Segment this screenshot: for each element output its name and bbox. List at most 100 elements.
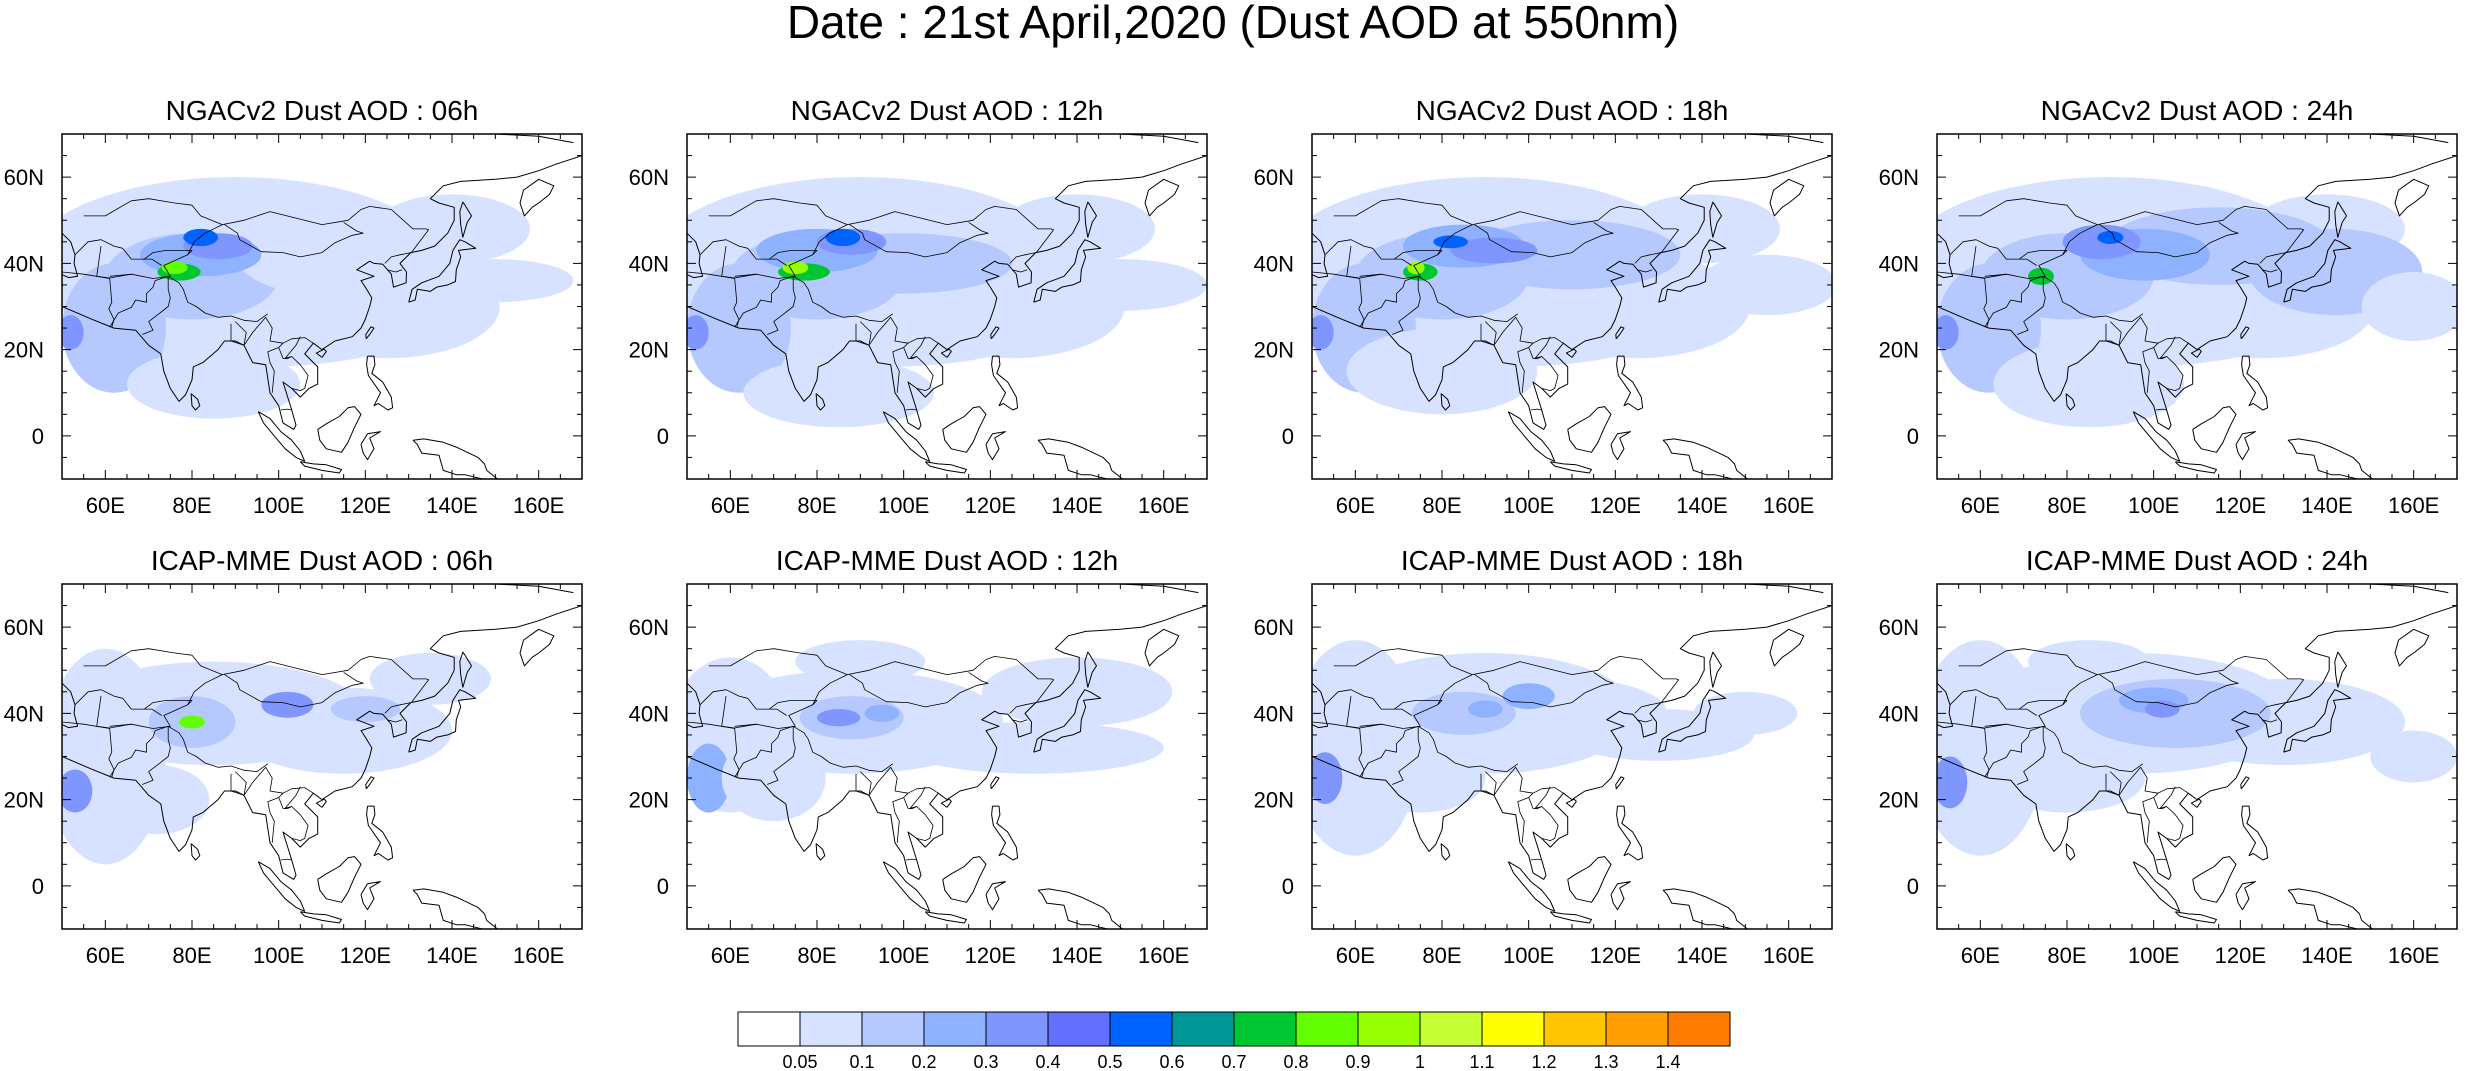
border-line: [708, 198, 848, 225]
border-line: [1359, 656, 1680, 729]
lat-tick-label: 20N: [4, 788, 44, 813]
aod-region: [1937, 315, 1959, 350]
border-line: [386, 269, 403, 273]
aod-region: [782, 261, 809, 275]
border-line: [1528, 347, 1542, 360]
border-line: [1474, 222, 1614, 258]
aod-region: [1468, 700, 1503, 718]
border-line: [384, 702, 411, 714]
coastline: [2334, 651, 2347, 688]
coastline: [190, 843, 201, 861]
coastline: [985, 881, 1006, 911]
map-plot: NGACv2 Dust AOD : 18h 60E 80E 100E 120E 140E 1…: [1254, 95, 1833, 518]
lat-tick-label: 60N: [629, 165, 669, 190]
border-line: [734, 275, 796, 335]
coastline: [1709, 201, 1722, 238]
coastline: [2065, 393, 2076, 411]
lon-tick-label: 80E: [1422, 943, 1461, 968]
lon-tick-label: 100E: [253, 493, 304, 518]
colorbar-label: 0.7: [1221, 1052, 1246, 1070]
border-line: [1958, 648, 2098, 675]
lon-tick-label: 120E: [340, 943, 391, 968]
lon-tick-label: 140E: [426, 493, 477, 518]
panel-title: ICAP-MME Dust AOD : 18h: [1401, 545, 1743, 576]
aod-region: [2361, 272, 2457, 341]
coastline: [62, 682, 79, 729]
colorbar-swatch: [1295, 1011, 1359, 1047]
coastline: [1616, 355, 1644, 411]
coastline: [317, 406, 362, 453]
border-line: [243, 766, 284, 843]
border-line: [284, 786, 309, 842]
coastline: [2190, 798, 2202, 808]
border-line: [1984, 656, 2305, 729]
border-line: [699, 689, 787, 716]
coastline: [366, 355, 394, 411]
border-line: [1474, 672, 1614, 708]
aod-region: [1697, 254, 1832, 316]
coastline: [1658, 689, 1727, 753]
coastline: [459, 201, 472, 238]
aod-region: [864, 704, 900, 722]
colorbar-swatch: [985, 1011, 1049, 1047]
colorbar-label: 0.2: [911, 1052, 936, 1070]
lon-tick-label: 140E: [1051, 493, 1102, 518]
border-line: [2099, 672, 2239, 708]
aod-region: [903, 722, 1164, 774]
aod-region: [817, 709, 861, 727]
border-line: [282, 787, 314, 794]
coastline: [1567, 856, 1612, 903]
border-line: [2157, 787, 2189, 794]
border-line: [1011, 269, 1028, 273]
coastline: [985, 431, 1006, 461]
border-line: [1984, 275, 2046, 335]
coastline: [360, 881, 381, 911]
border-line: [2118, 316, 2159, 393]
panel-title: ICAP-MME Dust AOD : 12h: [776, 545, 1118, 576]
lon-tick-label: 80E: [172, 493, 211, 518]
lon-tick-label: 120E: [340, 493, 391, 518]
aod-region: [2028, 640, 2150, 684]
border-line: [1937, 271, 1990, 328]
lat-tick-label: 60N: [629, 615, 669, 640]
colorbar-swatch: [1543, 1011, 1607, 1047]
coastline: [1937, 682, 1954, 729]
border-line: [2261, 269, 2278, 273]
border-line: [687, 271, 740, 328]
border-line: [1534, 786, 1559, 842]
border-line: [2118, 766, 2159, 843]
coastline: [519, 178, 555, 217]
coastline: [1440, 393, 1451, 411]
border-line: [1417, 275, 1519, 323]
border-line: [708, 648, 848, 675]
coastline: [2394, 178, 2430, 217]
lon-tick-label: 160E: [1763, 943, 1814, 968]
coastline: [942, 406, 987, 453]
lon-tick-label: 60E: [1961, 493, 2000, 518]
border-line: [144, 699, 193, 710]
lon-tick-label: 160E: [1138, 493, 1189, 518]
coastline: [2132, 861, 2181, 912]
border-line: [243, 316, 284, 393]
lat-tick-label: 0: [32, 874, 44, 899]
coastline: [815, 393, 826, 411]
border-line: [2153, 797, 2167, 810]
coastline: [991, 805, 1019, 861]
lon-tick-label: 60E: [711, 943, 750, 968]
coastline: [1658, 239, 1727, 303]
lat-tick-label: 40N: [1254, 251, 1294, 276]
border-line: [1984, 206, 2305, 279]
coastline: [299, 461, 342, 474]
border-line: [1324, 689, 1412, 716]
border-line: [2159, 336, 2184, 392]
border-line: [905, 408, 917, 411]
coastline: [1549, 911, 1592, 924]
border-line: [734, 656, 1055, 729]
border-line: [224, 672, 364, 708]
lon-tick-label: 120E: [1590, 493, 1641, 518]
border-line: [1324, 239, 1412, 266]
aod-field: [62, 134, 582, 479]
aod-field: [1937, 134, 2457, 479]
lon-tick-label: 60E: [1961, 943, 2000, 968]
border-line: [1984, 725, 2046, 785]
